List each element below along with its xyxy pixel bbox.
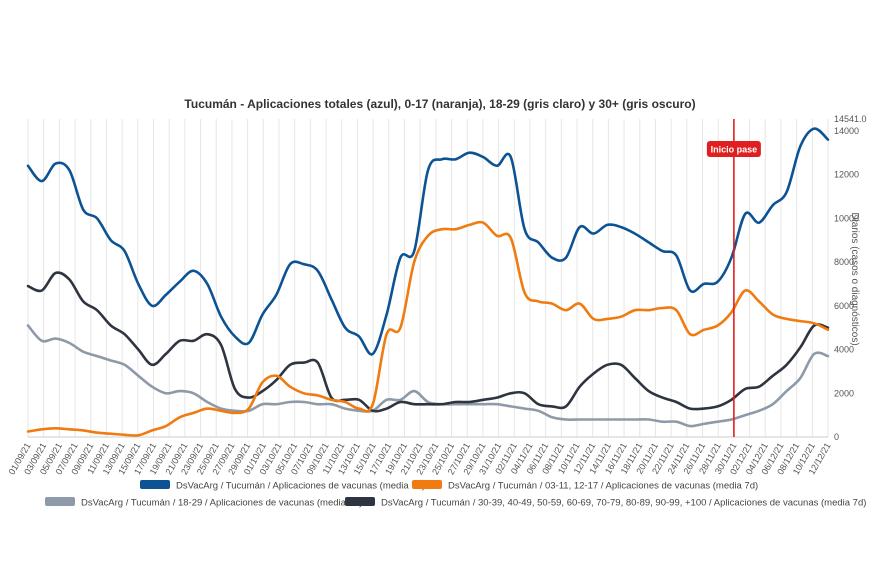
series-line-3 [26, 324, 830, 428]
y-tick-label: 10000 [834, 213, 859, 223]
legend-swatch [45, 497, 75, 506]
legend-label: DsVacArg / Tucumán / 03-11, 12-17 / Apli… [448, 481, 758, 492]
series-line-4 [26, 271, 830, 413]
legend-label: DsVacArg / Tucumán / Aplicaciones de vac… [176, 481, 425, 492]
y-tick-label: 4000 [834, 345, 854, 355]
legend: DsVacArg / Tucumán / Aplicaciones de vac… [45, 480, 866, 509]
annotation-badge [706, 141, 761, 157]
series-line-2 [26, 220, 830, 437]
x-axis-ticks: 01/09/2103/09/2105/09/2107/09/2109/09/21… [7, 441, 833, 476]
series-lines [26, 127, 830, 437]
legend-swatch [412, 480, 442, 489]
y-max-label: 14541.0 [834, 114, 867, 124]
y-tick-label: 2000 [834, 388, 854, 398]
chart-title: Tucumán - Aplicaciones totales (azul), 0… [184, 97, 695, 111]
y-axis-label: Diarios (casos o diagnósticos) [849, 212, 860, 345]
legend-swatch [140, 480, 170, 489]
y-tick-label: 0 [834, 432, 839, 442]
y-tick-label: 14000 [834, 126, 859, 136]
legend-label: DsVacArg / Tucumán / 30-39, 40-49, 50-59… [381, 498, 866, 509]
legend-swatch [345, 497, 375, 506]
series-line-1 [26, 127, 830, 356]
y-tick-label: 12000 [834, 170, 859, 180]
y-tick-label: 8000 [834, 257, 854, 267]
annotation-group: Inicio pase [706, 119, 761, 437]
annotation-label: Inicio pase [711, 145, 758, 155]
y-tick-label: 6000 [834, 301, 854, 311]
legend-label: DsVacArg / Tucumán / 18-29 / Aplicacione… [81, 498, 362, 509]
y-axis-ticks: 0 2000 4000 6000 8000 10000 12000 14000 [834, 126, 859, 442]
